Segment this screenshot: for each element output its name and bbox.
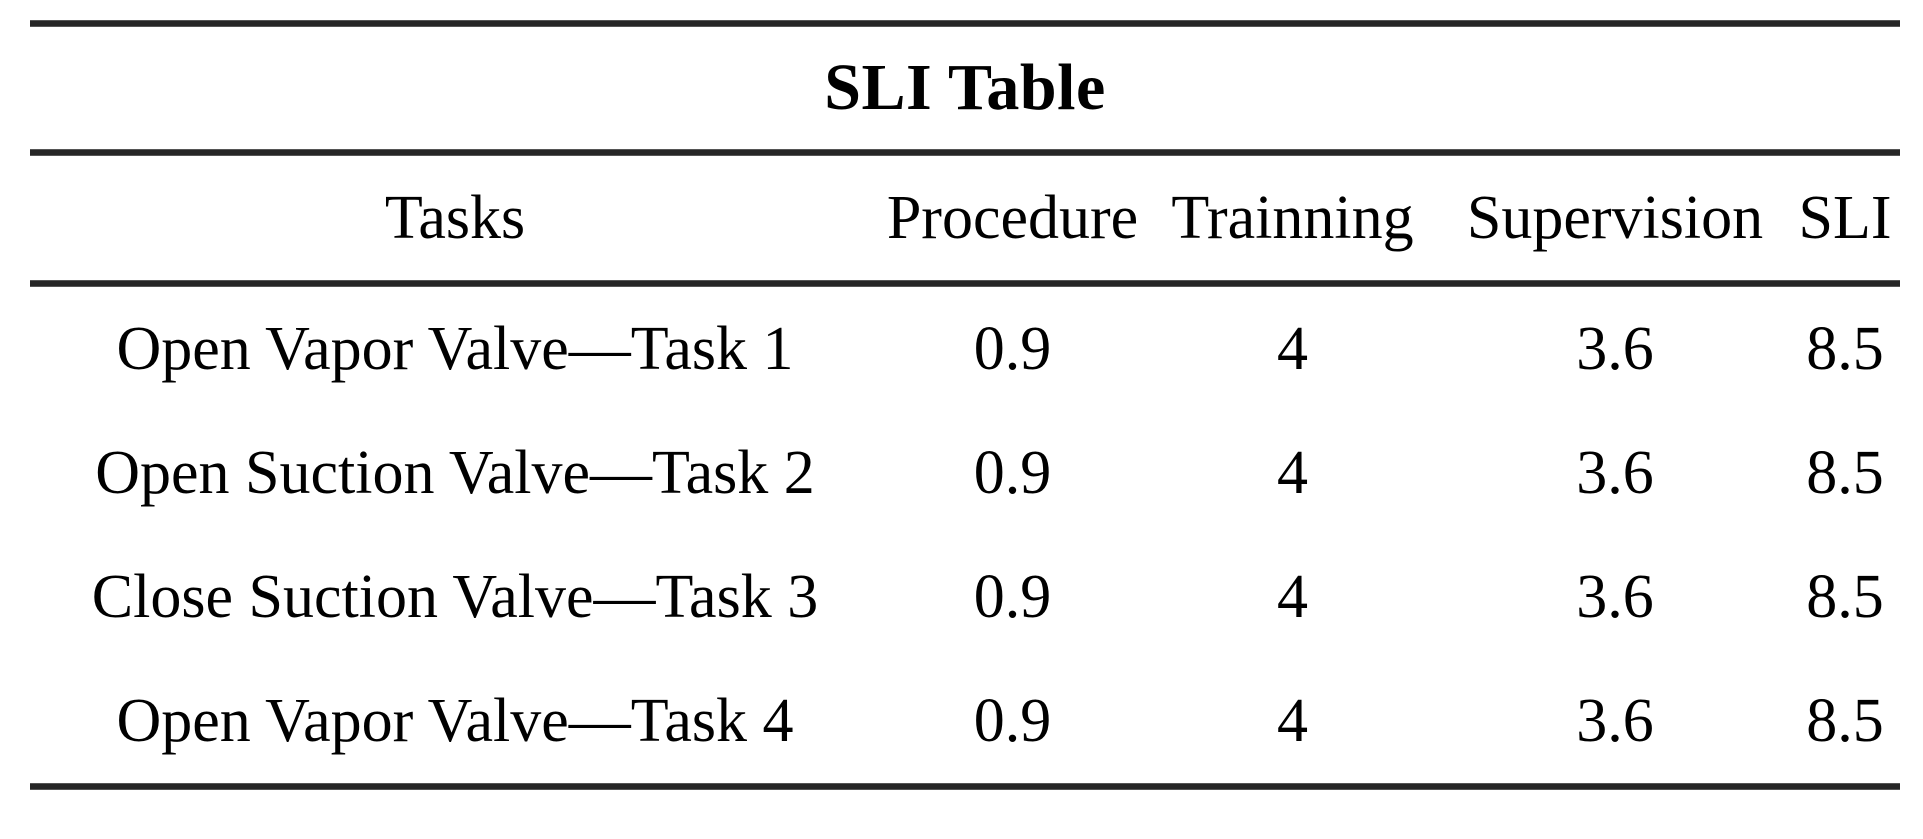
column-header-supervision: Supervision <box>1466 183 1764 252</box>
title-divider-rule <box>30 149 1900 156</box>
sli-cell: 8.5 <box>1806 686 1884 755</box>
supervision-cell: 3.6 <box>1576 314 1654 383</box>
trainning-cell: 4 <box>1277 314 1308 383</box>
sli-table: SLI Table Tasks Procedure Trainning Supe… <box>30 20 1900 790</box>
table-row: Open Suction Valve—Task 2 0.9 4 3.6 8.5 <box>30 411 1900 535</box>
table-title: SLI Table <box>824 51 1106 124</box>
column-header-trainning: Trainning <box>1171 183 1414 252</box>
procedure-cell: 0.9 <box>973 314 1052 383</box>
table-row: Open Vapor Valve—Task 1 0.9 4 3.6 8.5 <box>30 287 1900 411</box>
sli-cell: 8.5 <box>1806 438 1884 507</box>
trainning-cell: 4 <box>1277 562 1308 631</box>
supervision-cell: 3.6 <box>1576 686 1654 755</box>
task-cell: Open Vapor Valve—Task 1 <box>116 314 794 383</box>
task-cell: Open Suction Valve—Task 2 <box>95 438 815 507</box>
trainning-cell: 4 <box>1277 686 1308 755</box>
column-header-procedure: Procedure <box>886 183 1139 252</box>
column-header-sli: SLI <box>1798 183 1892 252</box>
table-title-row: SLI Table <box>30 27 1900 149</box>
task-cell: Close Suction Valve—Task 3 <box>91 562 819 631</box>
bottom-rule <box>30 783 1900 790</box>
procedure-cell: 0.9 <box>973 438 1052 507</box>
trainning-cell: 4 <box>1277 438 1308 507</box>
header-divider-rule <box>30 280 1900 287</box>
table-header-row: Tasks Procedure Trainning Supervision SL… <box>30 156 1900 280</box>
task-cell: Open Vapor Valve—Task 4 <box>116 686 794 755</box>
sli-cell: 8.5 <box>1806 314 1884 383</box>
table-row: Close Suction Valve—Task 3 0.9 4 3.6 8.5 <box>30 535 1900 659</box>
supervision-cell: 3.6 <box>1576 438 1654 507</box>
top-rule <box>30 20 1900 27</box>
table-row: Open Vapor Valve—Task 4 0.9 4 3.6 8.5 <box>30 659 1900 783</box>
procedure-cell: 0.9 <box>973 562 1052 631</box>
supervision-cell: 3.6 <box>1576 562 1654 631</box>
column-header-tasks: Tasks <box>384 183 526 252</box>
sli-cell: 8.5 <box>1806 562 1884 631</box>
procedure-cell: 0.9 <box>973 686 1052 755</box>
